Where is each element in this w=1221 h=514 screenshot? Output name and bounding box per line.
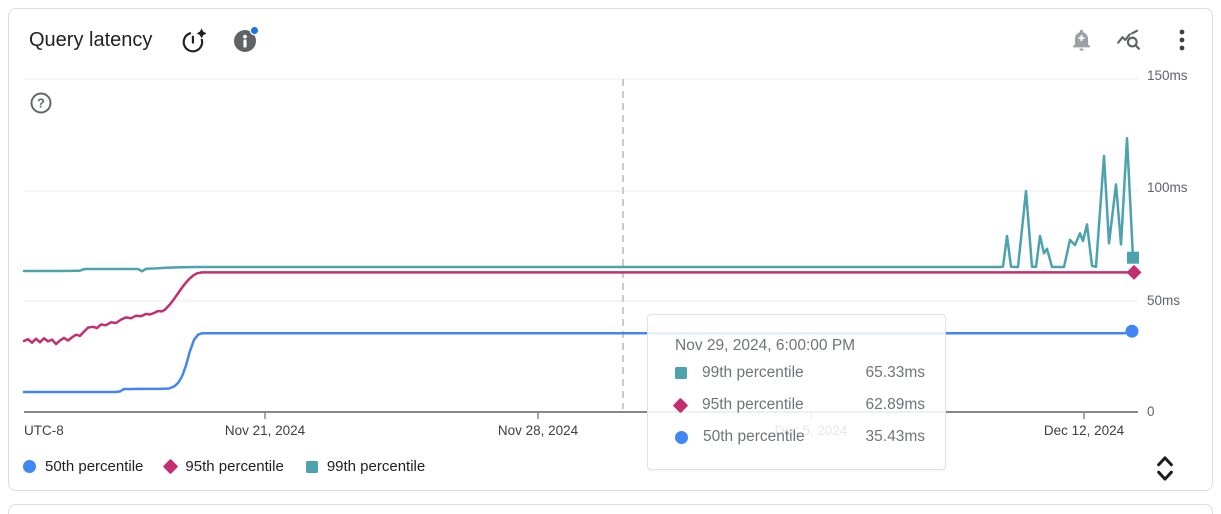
help-icon[interactable]: ? (29, 91, 53, 115)
tooltip-series-value: 65.33ms (865, 364, 925, 381)
tooltip-series-name: 95th percentile (702, 396, 804, 413)
svg-text:?: ? (37, 96, 45, 110)
p50-circle-marker (23, 460, 36, 473)
series-line-p95 (22, 271, 1136, 346)
tooltip-series-name: 50th percentile (703, 428, 805, 445)
tooltip-row-p95: 95th percentile 62.89ms (672, 389, 925, 421)
tooltip-series-value: 62.89ms (865, 396, 925, 413)
chart-plot[interactable] (9, 9, 1214, 492)
x-axis-line (24, 411, 1138, 419)
unfold-chevrons-icon[interactable] (1150, 450, 1180, 488)
x-axis-label-nov21: Nov 21, 2024 (224, 423, 306, 438)
legend-label: 99th percentile (326, 458, 426, 475)
tooltip-row-p50: 50th percentile 35.43ms (675, 421, 925, 453)
legend-label: 50th percentile (45, 458, 144, 475)
tooltip-timestamp: Nov 29, 2024, 6:00:00 PM (675, 337, 856, 354)
add-alert-bell-icon[interactable] (1069, 27, 1094, 53)
info-icon[interactable] (232, 26, 260, 54)
explore-chart-magnifier-icon[interactable] (1115, 28, 1142, 54)
notification-dot (249, 26, 260, 36)
series-endpoint-p95 (1126, 264, 1142, 280)
x-axis-timezone: UTC-8 (24, 423, 64, 438)
more-options-kebab-icon[interactable] (1172, 27, 1192, 55)
legend-item-95th-percentile[interactable]: 95th percentile (163, 458, 284, 475)
p50-circle-marker (675, 430, 688, 444)
y-axis-label-150ms: 150ms (1147, 68, 1188, 83)
series-endpoint-p99 (1127, 251, 1139, 264)
query-latency-card: Query latency (8, 8, 1213, 491)
p99-square-marker (675, 367, 687, 379)
p99-square-marker (305, 460, 318, 473)
series-lines (22, 137, 1142, 394)
chart-tooltip: Nov 29, 2024, 6:00:00 PM 99th percentile… (647, 314, 946, 470)
legend-item-99th-percentile[interactable]: 99th percentile (305, 458, 426, 475)
series-line-p50 (22, 329, 1134, 394)
tooltip-series-name: 99th percentile (702, 364, 804, 381)
series-endpoint-p50 (1125, 324, 1139, 338)
y-axis-label-100ms: 100ms (1147, 180, 1188, 195)
page-title: Query latency (29, 29, 153, 51)
tooltip-row-p99: 99th percentile 65.33ms (675, 357, 925, 389)
tooltip-series-value: 35.43ms (865, 428, 925, 445)
x-axis-label-nov28: Nov 28, 2024 (497, 423, 579, 438)
next-card-top-edge[interactable] (8, 504, 1213, 514)
insight-sparkle-icon[interactable] (181, 28, 207, 54)
legend-label: 95th percentile (185, 458, 284, 475)
y-axis-label-50ms: 50ms (1147, 293, 1181, 308)
p95-diamond-marker (672, 397, 689, 413)
p95-diamond-marker (163, 458, 179, 475)
y-axis-label-0: 0 (1147, 404, 1155, 419)
gridlines (24, 78, 1138, 302)
legend-item-50th-percentile[interactable]: 50th percentile (23, 458, 143, 475)
x-axis-label-dec12: Dec 12, 2024 (1043, 423, 1125, 438)
chart-legend: 50th percentile 95th percentile 99th per… (23, 458, 425, 475)
series-line-p99 (22, 137, 1135, 273)
